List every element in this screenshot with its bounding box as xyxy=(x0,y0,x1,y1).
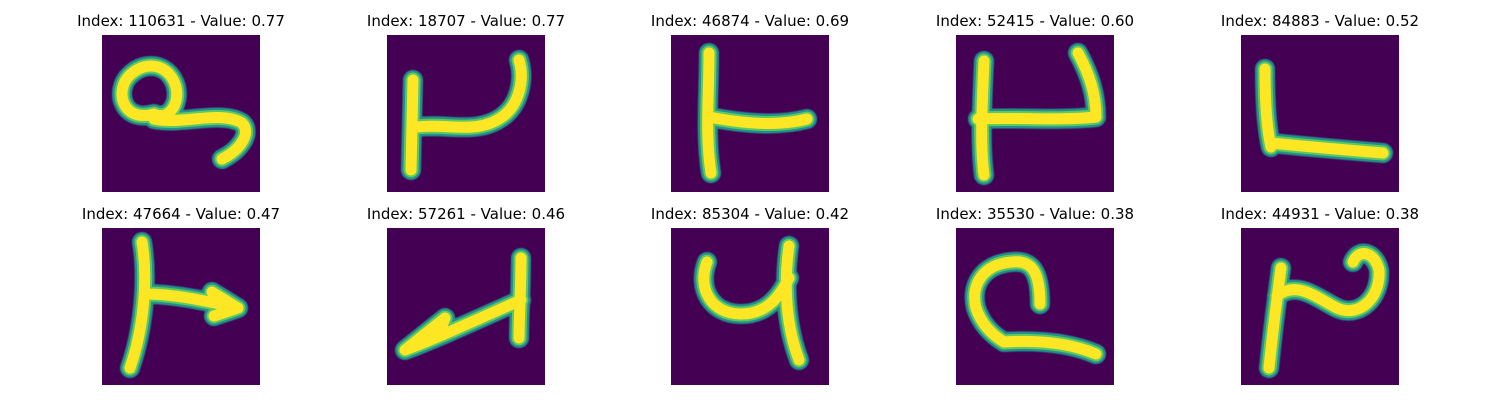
panel-title-2: Index: 18707 - Value: 0.77 xyxy=(366,12,566,30)
digit-image-10 xyxy=(1241,228,1399,385)
panel-title-1: Index: 110631 - Value: 0.77 xyxy=(77,12,285,30)
panel-title-6: Index: 47664 - Value: 0.47 xyxy=(81,205,281,223)
digit-image-2 xyxy=(387,35,545,192)
panel-title-4: Index: 52415 - Value: 0.60 xyxy=(935,12,1135,30)
digit-image-6 xyxy=(102,228,260,385)
digit-image-7 xyxy=(387,228,545,385)
digit-image-4 xyxy=(956,35,1114,192)
panel-title-8: Index: 85304 - Value: 0.42 xyxy=(650,205,850,223)
digit-image-3 xyxy=(671,35,829,192)
digit-image-1 xyxy=(102,35,260,192)
panel-title-5: Index: 84883 - Value: 0.52 xyxy=(1220,12,1420,30)
panel-title-9: Index: 35530 - Value: 0.38 xyxy=(935,205,1135,223)
panel-title-10: Index: 44931 - Value: 0.38 xyxy=(1220,205,1420,223)
digit-image-5 xyxy=(1241,35,1399,192)
digit-image-8 xyxy=(671,228,829,385)
digit-image-9 xyxy=(956,228,1114,385)
panel-title-3: Index: 46874 - Value: 0.69 xyxy=(650,12,850,30)
panel-title-7: Index: 57261 - Value: 0.46 xyxy=(366,205,566,223)
